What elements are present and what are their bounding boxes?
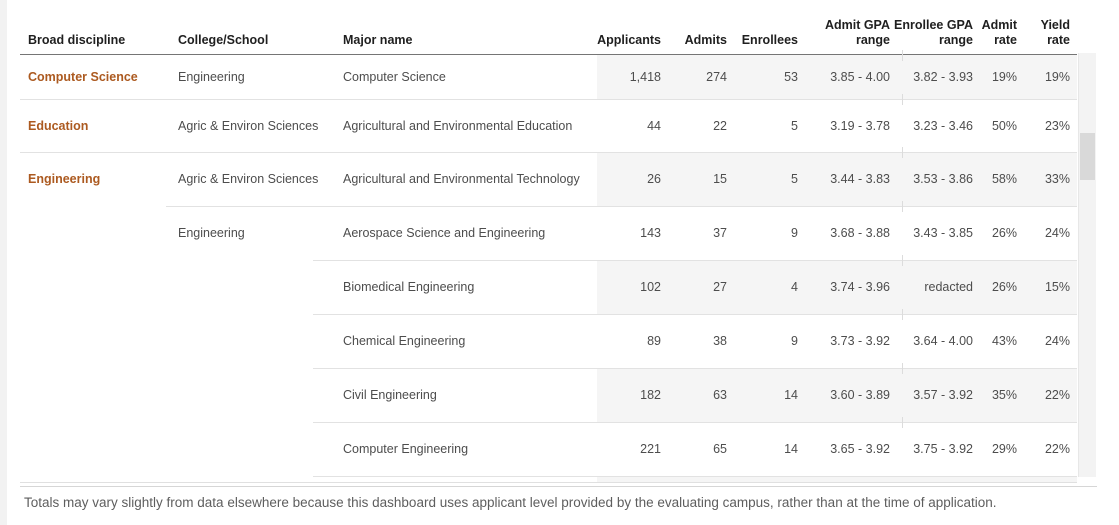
table-header-row: Broad discipline College/School Major na… bbox=[20, 0, 1077, 55]
cell-college: Agric & Environ Sciences bbox=[178, 172, 319, 186]
cell-enrollees: 4 bbox=[791, 280, 798, 294]
cell-college: Engineering bbox=[178, 226, 245, 240]
cell-admits: 22 bbox=[713, 118, 727, 133]
scrollbar-thumb[interactable] bbox=[1080, 133, 1095, 180]
cell-major: Agricultural and Environmental Education bbox=[343, 118, 573, 133]
cell-applicants: 44 bbox=[647, 118, 661, 133]
cell-yield-rate: 23% bbox=[1044, 118, 1070, 133]
cell-yield-rate: 24% bbox=[1044, 334, 1070, 348]
cell-major: Aerospace Science and Engineering bbox=[343, 226, 546, 240]
cell-enrollees: 14 bbox=[784, 388, 798, 402]
col-header-enrollees: Enrollees bbox=[741, 33, 798, 47]
cell-applicants: 182 bbox=[640, 388, 661, 402]
cell-major: Computer Engineering bbox=[343, 442, 469, 456]
cell-yield-rate: 22% bbox=[1044, 388, 1070, 402]
col-header-major-name: Major name bbox=[343, 33, 413, 47]
table-row[interactable]: Engineering Aerospace Science and Engine… bbox=[20, 201, 1077, 260]
cell-enrollee-gpa: 3.82 - 3.93 bbox=[913, 70, 973, 84]
cell-enrollees: 5 bbox=[791, 172, 798, 186]
cell-enrollee-gpa: 3.64 - 4.00 bbox=[913, 334, 973, 348]
table-row[interactable]: Computer Engineering 221 65 14 3.65 - 3.… bbox=[20, 417, 1077, 476]
cell-yield-rate: 22% bbox=[1044, 442, 1070, 456]
cell-admit-gpa: 3.19 - 3.78 bbox=[830, 118, 890, 133]
table-row[interactable]: Civil Engineering 182 63 14 3.60 - 3.89 … bbox=[20, 363, 1077, 422]
cell-admits: 63 bbox=[713, 388, 727, 402]
col-header-admit-rate: Admit rate bbox=[981, 18, 1017, 47]
cell-applicants: 89 bbox=[647, 334, 661, 348]
cell-enrollees: 14 bbox=[784, 442, 798, 456]
cell-admit-gpa: 3.74 - 3.96 bbox=[830, 280, 890, 294]
table-row[interactable]: Biomedical Engineering 102 27 4 3.74 - 3… bbox=[20, 255, 1077, 314]
cell-admit-gpa: 3.73 - 3.92 bbox=[830, 334, 890, 348]
cell-enrollees: 9 bbox=[791, 334, 798, 348]
cell-major: Chemical Engineering bbox=[343, 334, 466, 348]
cell-major: Agricultural and Environmental Technolog… bbox=[343, 172, 580, 186]
cell-enrollees: 53 bbox=[784, 70, 798, 84]
footer-note: Totals may vary slightly from data elsew… bbox=[24, 495, 997, 510]
cell-broad-discipline: Engineering bbox=[28, 172, 101, 186]
col-header-applicants: Applicants bbox=[597, 33, 661, 47]
footer-divider bbox=[20, 486, 1097, 487]
cell-applicants: 143 bbox=[640, 226, 661, 240]
cell-major: Civil Engineering bbox=[343, 388, 437, 402]
cell-enrollee-gpa: 3.53 - 3.86 bbox=[913, 172, 973, 186]
cell-admit-gpa: 3.44 - 3.83 bbox=[830, 172, 890, 186]
cell-enrollee-gpa: 3.23 - 3.46 bbox=[913, 118, 973, 133]
cell-broad-discipline: Computer Science bbox=[28, 70, 138, 84]
cell-enrollees: 9 bbox=[791, 226, 798, 240]
cell-applicants: 1,418 bbox=[629, 70, 661, 84]
cell-applicants: 221 bbox=[640, 442, 661, 456]
cell-admits: 65 bbox=[713, 442, 727, 456]
cell-yield-rate: 24% bbox=[1044, 226, 1070, 240]
table-row[interactable]: Engineering Agric & Environ Sciences Agr… bbox=[20, 147, 1077, 206]
cell-admits: 27 bbox=[713, 280, 727, 294]
cell-admit-rate: 58% bbox=[991, 172, 1017, 186]
cell-applicants: 102 bbox=[640, 280, 661, 294]
col-header-college-school: College/School bbox=[178, 33, 269, 47]
cell-enrollee-gpa: 3.75 - 3.92 bbox=[913, 442, 973, 456]
cell-enrollees: 5 bbox=[791, 118, 798, 133]
cell-admit-rate: 26% bbox=[991, 280, 1017, 294]
col-header-yield-rate: Yield rate bbox=[1040, 18, 1070, 47]
cell-yield-rate: 33% bbox=[1044, 172, 1070, 186]
col-header-enrollee-gpa-range: Enrollee GPA range bbox=[894, 18, 973, 47]
cell-enrollee-gpa: 3.57 - 3.92 bbox=[913, 388, 973, 402]
cell-broad-discipline: Education bbox=[28, 118, 89, 133]
cell-admit-rate: 26% bbox=[991, 226, 1017, 240]
table-row-partial bbox=[20, 476, 1077, 483]
col-header-admit-gpa-range: Admit GPA range bbox=[824, 18, 890, 47]
col-header-broad-discipline: Broad discipline bbox=[28, 33, 126, 47]
cell-admits: 15 bbox=[713, 172, 727, 186]
cell-major: Biomedical Engineering bbox=[343, 280, 475, 294]
cell-admits: 37 bbox=[713, 226, 727, 240]
left-gutter bbox=[0, 0, 7, 525]
cell-yield-rate: 15% bbox=[1044, 280, 1070, 294]
cell-admit-gpa: 3.68 - 3.88 bbox=[830, 226, 890, 240]
col-header-admits: Admits bbox=[684, 33, 727, 47]
cell-enrollee-gpa: 3.43 - 3.85 bbox=[913, 226, 973, 240]
cell-major: Computer Science bbox=[343, 70, 446, 84]
cell-college: Agric & Environ Sciences bbox=[178, 118, 319, 133]
table-row[interactable]: Education Agric & Environ Sciences Agric… bbox=[20, 94, 1077, 152]
cell-admit-rate: 35% bbox=[991, 388, 1017, 402]
table-row[interactable]: Computer Science Engineering Computer Sc… bbox=[20, 50, 1077, 99]
cell-admits: 274 bbox=[706, 70, 727, 84]
table-row[interactable]: Chemical Engineering 89 38 9 3.73 - 3.92… bbox=[20, 309, 1077, 368]
cell-admit-rate: 43% bbox=[991, 334, 1017, 348]
admissions-table: Broad discipline College/School Major na… bbox=[20, 0, 1077, 483]
cell-admit-rate: 29% bbox=[991, 442, 1017, 456]
cell-admit-rate: 50% bbox=[991, 118, 1017, 133]
cell-applicants: 26 bbox=[647, 172, 661, 186]
cell-admits: 38 bbox=[713, 334, 727, 348]
vertical-scrollbar[interactable] bbox=[1078, 53, 1096, 477]
cell-enrollee-gpa: redacted bbox=[924, 280, 973, 294]
cell-admit-gpa: 3.85 - 4.00 bbox=[830, 70, 890, 84]
cell-yield-rate: 19% bbox=[1044, 70, 1070, 84]
cell-admit-rate: 19% bbox=[991, 70, 1017, 84]
cell-admit-gpa: 3.65 - 3.92 bbox=[830, 442, 890, 456]
cell-college: Engineering bbox=[178, 70, 245, 84]
cell-admit-gpa: 3.60 - 3.89 bbox=[830, 388, 890, 402]
